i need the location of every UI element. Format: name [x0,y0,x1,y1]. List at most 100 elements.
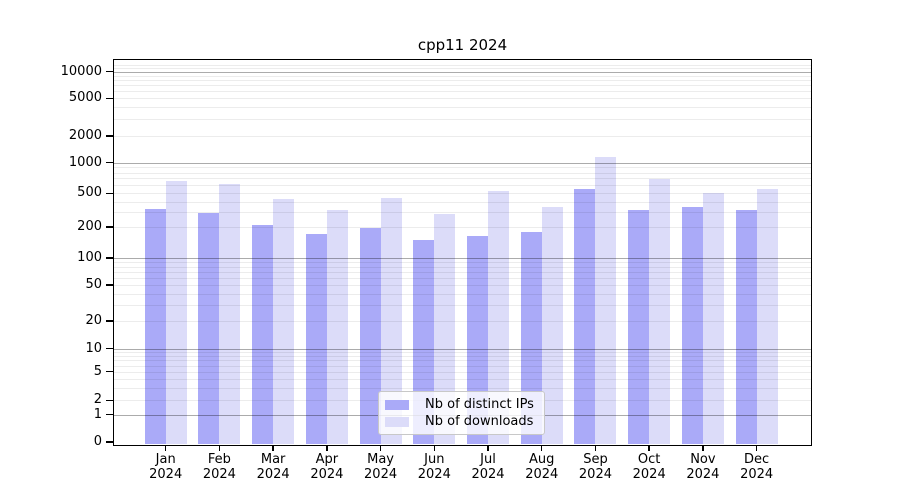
bar-nb-of-distinct-ips-mar [252,225,274,444]
bar-nb-of-distinct-ips-nov [681,207,703,444]
x-tick-mark [164,445,167,451]
minor-gridline [114,378,811,380]
y-tick-label: 2 [93,392,102,408]
legend-label: Nb of downloads [425,413,534,429]
bar-nb-of-downloads-jun [434,213,456,444]
y-tick-label: 0 [93,434,102,449]
bar-nb-of-distinct-ips-apr [305,234,327,444]
y-tick-mark [106,413,113,416]
bar-nb-of-downloads-dec [756,189,778,444]
minor-gridline [114,355,811,357]
bar-nb-of-downloads-apr [326,209,348,444]
x-tick-label-sep: Sep 2024 [578,452,612,482]
x-tick-label-dec: Dec 2024 [740,452,774,482]
minor-gridline [114,185,811,187]
minor-gridline [114,352,811,354]
y-tick-label: 10 [85,340,102,356]
x-tick-label-jan: Jan 2024 [149,452,183,482]
x-tick-mark [648,445,650,451]
minor-gridline [114,360,811,362]
minor-gridline [114,80,811,82]
minor-gridline [114,266,811,268]
y-tick-mark [106,70,113,73]
minor-gridline [114,119,811,121]
minor-gridline [114,178,811,180]
bar-nb-of-downloads-may [380,198,402,444]
y-tick-label: 50 [85,277,102,292]
minor-gridline [114,293,811,295]
y-tick-mark [106,135,113,137]
y-tick-mark [106,161,113,164]
y-tick-label: 10000 [60,63,102,79]
bar-nb-of-distinct-ips-dec [735,210,757,444]
minor-gridline [114,75,811,77]
minor-gridline [114,201,811,203]
y-tick-label: 100 [77,250,102,265]
y-tick-mark [106,284,113,286]
legend-label: Nb of distinct IPs [425,396,534,412]
major-gridline [114,258,811,259]
y-tick-mark [106,97,113,100]
minor-gridline [114,91,811,93]
x-tick-mark [272,445,274,451]
y-tick-label: 5000 [68,90,102,106]
minor-gridline [114,172,811,174]
x-tick-mark [433,445,436,451]
x-tick-mark [487,445,489,451]
x-tick-label-feb: Feb 2024 [202,452,236,482]
major-gridline [114,71,811,73]
minor-gridline [114,64,811,66]
x-tick-mark [755,445,758,451]
minor-gridline [114,136,811,137]
bar-nb-of-downloads-nov [702,192,724,444]
y-tick-mark [106,399,113,402]
y-tick-label: 5 [93,363,102,379]
y-tick-mark [106,347,113,350]
bar-nb-of-distinct-ips-may [359,228,381,444]
bar-nb-of-downloads-sep [595,157,617,444]
minor-gridline [114,271,811,273]
x-tick-mark [594,445,597,451]
minor-gridline [114,68,811,70]
y-tick-label: 1 [93,406,102,422]
minor-gridline [114,305,811,307]
x-tick-mark [540,445,543,451]
bar-nb-of-downloads-mar [273,198,295,444]
bar-nb-of-downloads-aug [541,206,563,444]
x-tick-label-jun: Jun 2024 [417,452,451,482]
minor-gridline [114,262,811,264]
chart-title: cpp11 2024 [417,36,508,54]
y-tick-mark [106,370,113,373]
x-tick-mark [702,445,704,451]
x-tick-label-mar: Mar 2024 [256,452,290,482]
y-tick-label: 20 [85,313,102,328]
bar-nb-of-distinct-ips-aug [520,231,542,444]
major-gridline [114,348,811,350]
minor-gridline [114,387,811,389]
y-tick-label: 500 [77,185,102,201]
legend-swatch-icon [385,399,409,410]
minor-gridline [114,193,811,195]
minor-gridline [114,371,811,373]
minor-gridline [114,85,811,87]
y-tick-label: 2000 [68,128,102,143]
x-tick-label-may: May 2024 [364,452,398,482]
bar-nb-of-downloads-jul [488,190,510,444]
y-tick-label: 200 [77,219,102,234]
legend-item: Nb of downloads [385,413,538,430]
minor-gridline [114,107,811,109]
minor-gridline [114,285,811,286]
bar-nb-of-distinct-ips-feb [198,212,220,444]
minor-gridline [114,277,811,279]
legend-swatch-icon [385,416,409,427]
x-tick-mark [326,445,328,451]
x-tick-mark [379,445,382,451]
minor-gridline [114,321,811,322]
x-tick-label-aug: Aug 2024 [525,452,559,482]
x-tick-label-oct: Oct 2024 [632,452,666,482]
y-tick-mark [106,192,113,195]
y-tick-mark [106,320,113,322]
major-gridline [114,162,811,164]
minor-gridline [114,167,811,169]
